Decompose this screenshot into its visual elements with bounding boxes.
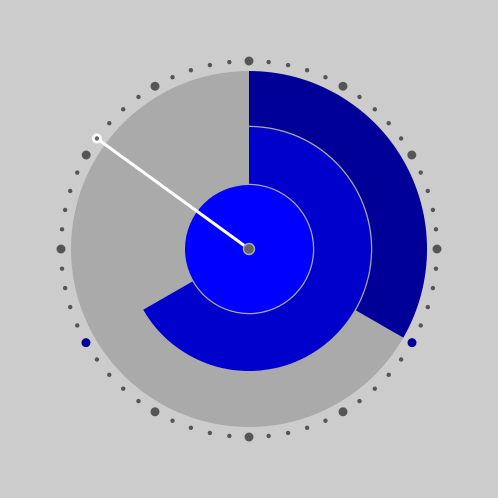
minor-tick [207,430,213,436]
minor-tick [418,323,423,328]
minor-tick [107,372,112,377]
minor-tick [304,68,310,73]
minor-tick [75,170,80,175]
minor-tick [425,304,430,310]
minor-tick [425,188,430,194]
major-tick [432,244,442,254]
minor-tick [207,62,213,68]
minor-tick [433,227,439,232]
minor-tick [266,59,271,65]
minor-tick [75,323,80,328]
minor-tick [170,418,175,423]
minor-tick [170,75,175,80]
minor-tick [398,136,404,141]
minor-tick [285,430,291,436]
major-tick [56,244,66,254]
minor-tick [386,121,391,126]
minor-tick [227,433,232,439]
minor-tick [227,59,232,65]
minor-tick [136,398,141,404]
minor-tick [357,94,362,100]
major-tick [150,81,160,91]
minor-tick [188,425,194,430]
minor-tick [304,425,310,430]
minor-tick [94,357,100,362]
minor-tick [398,357,404,362]
minor-tick [372,107,377,112]
minor-tick [121,107,126,112]
level-marker-dot [406,337,418,349]
major-tick [338,81,348,91]
minor-tick [68,304,73,310]
minor-tick [136,94,141,100]
major-tick [244,56,254,66]
pointer-line [95,137,251,251]
minor-tick [418,170,423,175]
pointer-handle-center [94,136,100,141]
minor-tick [266,433,271,439]
minor-tick [62,207,68,213]
minor-tick [59,266,65,271]
minor-tick [107,121,112,126]
major-tick [407,150,417,160]
major-tick [244,432,254,442]
minor-tick [372,386,377,391]
minor-tick [285,62,291,68]
minor-tick [62,285,68,291]
level-marker-dot [80,337,92,349]
minor-tick [121,386,126,391]
major-tick [81,150,91,160]
major-tick [150,407,160,417]
tick-ring [56,56,442,442]
minor-tick [433,266,439,271]
center-hub [242,242,256,256]
minor-tick [357,398,362,404]
minor-tick [430,207,436,213]
pointer-needle[interactable] [91,133,251,251]
minor-tick [430,285,436,291]
minor-tick [323,418,328,423]
marker-dots [80,337,418,349]
minor-tick [188,68,194,73]
minor-tick [59,227,65,232]
minor-tick [68,188,73,194]
minor-tick [386,372,391,377]
minor-tick [323,75,328,80]
major-tick [338,407,348,417]
